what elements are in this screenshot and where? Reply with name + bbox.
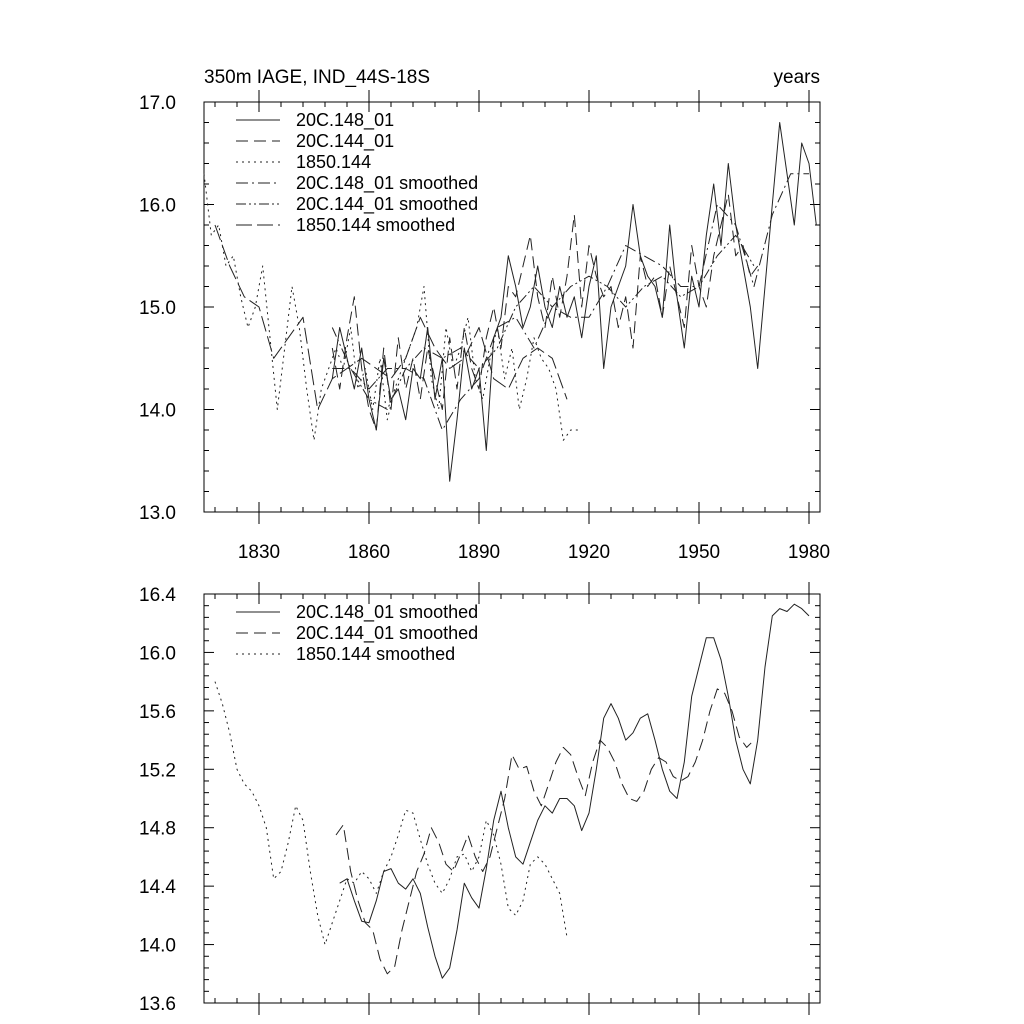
y-tick-label: 15.6 [139, 702, 176, 723]
y-tick-label: 13.0 [139, 503, 176, 524]
x-tick-label: 1980 [788, 542, 830, 563]
top-panel: 13.0 14.0 15.0 16.0 17.0 1830 1860 1890 1920 1950… [139, 90, 830, 563]
legend-label: 1850.144 smoothed [296, 644, 455, 664]
x-tick-label: 1890 [458, 542, 500, 563]
x-tick-label: 1920 [568, 542, 610, 563]
series-line-1 [331, 193, 759, 431]
legend-label: 20C.148_01 smoothed [296, 173, 478, 194]
bottom-panel: 13.6 14.0 14.4 14.8 15.2 15.6 16.0 16.4 20C.148_… [139, 582, 821, 1015]
x-tick-label: 1830 [238, 542, 280, 563]
legend-label: 20C.148_01 smoothed [296, 602, 478, 623]
legend-label: 20C.144_01 smoothed [296, 623, 478, 644]
legend-label: 1850.144 smoothed [296, 215, 455, 235]
legend-label: 20C.144_01 [296, 131, 394, 152]
y-tick-label: 13.6 [139, 994, 176, 1015]
series-line-2 [214, 681, 568, 946]
figure-units-label: years [774, 67, 820, 88]
plot-frame [203, 593, 821, 1004]
legend-label: 20C.148_01 [296, 110, 394, 131]
y-tick-label: 17.0 [139, 93, 176, 114]
series-line-5 [214, 224, 568, 410]
y-tick-label: 16.0 [139, 196, 176, 217]
y-tick-label: 15.0 [139, 298, 176, 319]
y-tick-label: 15.2 [139, 760, 176, 781]
y-tick-label: 16.0 [139, 643, 176, 664]
series-line-0 [339, 603, 810, 979]
legend-label: 1850.144 [296, 152, 371, 172]
x-tick-label: 1860 [348, 542, 390, 563]
series-line-3 [332, 173, 809, 431]
series-line-1 [335, 688, 755, 975]
legend-label: 20C.144_01 smoothed [296, 194, 478, 215]
figure-title: 350m IAGE, IND_44S-18S [204, 67, 430, 88]
series-line-4 [331, 234, 755, 410]
x-tick-label: 1950 [678, 542, 720, 563]
y-tick-label: 14.8 [139, 819, 176, 840]
y-tick-label: 14.0 [139, 936, 176, 957]
series-line-2 [203, 173, 578, 441]
y-tick-label: 16.4 [139, 585, 176, 606]
y-tick-label: 14.4 [139, 877, 176, 898]
y-tick-label: 14.0 [139, 401, 176, 422]
